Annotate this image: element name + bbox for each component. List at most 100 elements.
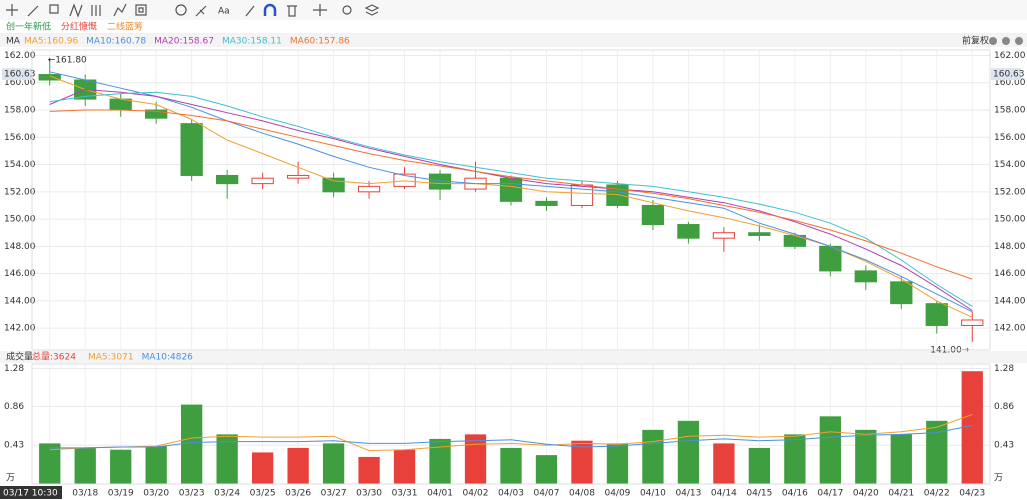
y-tick-label: 150.00 bbox=[994, 215, 1026, 225]
x-tick-label: 04/02 bbox=[463, 489, 489, 499]
x-tick-label: 04/23 bbox=[959, 489, 985, 499]
ma-line bbox=[49, 109, 973, 280]
pen-icon[interactable] bbox=[245, 5, 255, 17]
ma-label: MA bbox=[6, 37, 21, 47]
remove-button[interactable] bbox=[1002, 37, 1010, 45]
text-icon[interactable]: Aa bbox=[218, 7, 230, 17]
delete-icon[interactable] bbox=[287, 5, 297, 17]
channel-icon[interactable] bbox=[91, 5, 101, 16]
close-button[interactable] bbox=[1015, 37, 1023, 45]
legend-entry: MA5:160.96 bbox=[24, 37, 78, 47]
split-icon[interactable] bbox=[313, 4, 327, 16]
legend-entry: MA10:4826 bbox=[142, 353, 194, 363]
wave-icon[interactable] bbox=[113, 3, 127, 17]
unit-label: 万 bbox=[6, 474, 15, 484]
volume-bar bbox=[145, 446, 167, 484]
x-tick-label: 03/18 bbox=[72, 489, 98, 499]
x-tick-label: 03/26 bbox=[285, 489, 311, 499]
y-tick-label: 0.43 bbox=[4, 441, 24, 451]
volume-bar bbox=[713, 443, 735, 484]
line-icon[interactable] bbox=[27, 5, 39, 17]
settings-icon[interactable] bbox=[342, 5, 352, 15]
volume-bar bbox=[393, 449, 416, 484]
candle-body bbox=[854, 270, 877, 283]
volume-bar bbox=[322, 443, 345, 484]
candle-body bbox=[357, 185, 381, 193]
adjust-button[interactable]: 前复权 bbox=[962, 35, 989, 47]
candle-body bbox=[677, 224, 700, 239]
y-tick-label: 152.00 bbox=[994, 187, 1026, 197]
volume-bar bbox=[216, 434, 238, 484]
y-tick-label: 162.00 bbox=[4, 51, 36, 61]
magnet-icon[interactable] bbox=[263, 3, 277, 16]
y-tick-label: 156.00 bbox=[4, 133, 36, 143]
volume-bar bbox=[358, 456, 380, 484]
candle-body bbox=[286, 174, 310, 179]
unit-label: 万 bbox=[994, 474, 1003, 484]
ma-line bbox=[49, 88, 973, 311]
x-tick-label: 04/13 bbox=[675, 489, 701, 499]
legend-entry: MA20:158.67 bbox=[154, 37, 214, 47]
x-tick-label: 03/17 10:30 bbox=[3, 489, 58, 499]
y-tick-label: 146.00 bbox=[4, 269, 36, 279]
x-tick-label: 03/25 bbox=[250, 489, 276, 499]
candle-body bbox=[145, 109, 168, 119]
pattern-icon[interactable] bbox=[135, 4, 147, 16]
volume-bar bbox=[819, 416, 841, 484]
y-tick-label: 142.00 bbox=[994, 324, 1026, 334]
volume-bar bbox=[606, 443, 629, 484]
current-price-box bbox=[2, 68, 32, 81]
y-tick-label: 148.00 bbox=[994, 242, 1026, 252]
y-tick-label: 154.00 bbox=[994, 160, 1026, 170]
x-tick-label: 04/01 bbox=[427, 489, 453, 499]
y-tick-label: 152.00 bbox=[4, 187, 36, 197]
volume-bar bbox=[535, 455, 558, 484]
ma-line bbox=[49, 424, 973, 449]
candle-body bbox=[748, 232, 771, 236]
x-tick-label: 03/24 bbox=[214, 489, 240, 499]
plot-frame bbox=[31, 49, 991, 351]
y-tick-label: 160.00 bbox=[994, 78, 1026, 88]
volume-bar bbox=[748, 447, 771, 484]
x-tick-label: 04/16 bbox=[782, 489, 808, 499]
layers-icon[interactable] bbox=[364, 4, 380, 16]
volume-bar bbox=[784, 434, 806, 484]
measure-icon[interactable] bbox=[195, 5, 207, 17]
toolbar bbox=[0, 0, 1027, 20]
candle-body bbox=[499, 177, 523, 202]
x-tick-label: 04/21 bbox=[888, 489, 914, 499]
y-tick-label: 0.86 bbox=[994, 402, 1014, 412]
volume-bar bbox=[110, 449, 132, 484]
rect-icon[interactable] bbox=[49, 4, 59, 14]
y-tick-label: 162.00 bbox=[994, 51, 1026, 61]
x-tick-label: 03/19 bbox=[108, 489, 134, 499]
volume-bar bbox=[74, 447, 96, 484]
volume-bar bbox=[287, 447, 309, 484]
y-tick-label: 156.00 bbox=[994, 133, 1026, 143]
y-tick-label: 160.00 bbox=[4, 78, 36, 88]
volume-bar bbox=[961, 371, 983, 484]
legend-entry: MA5:3071 bbox=[88, 353, 134, 363]
legend-entry: MA60:157.86 bbox=[290, 37, 350, 47]
legend-entry: MA10:160.78 bbox=[86, 37, 146, 47]
volume-bar bbox=[181, 404, 203, 484]
fib-icon[interactable] bbox=[69, 3, 83, 18]
y-tick-label: 1.28 bbox=[994, 364, 1014, 374]
volume-bar bbox=[890, 434, 912, 484]
volume-title: 成交量 bbox=[6, 351, 33, 363]
x-tick-label: 04/14 bbox=[711, 489, 737, 499]
y-tick-label: 158.00 bbox=[4, 106, 36, 116]
y-tick-label: 150.00 bbox=[4, 215, 36, 225]
ma-line bbox=[49, 71, 973, 313]
tag: 二线蓝筹 bbox=[107, 21, 143, 33]
y-tick-label: 0.43 bbox=[994, 441, 1014, 451]
tag: 分红慷慨 bbox=[61, 21, 97, 33]
ma-line bbox=[49, 91, 973, 307]
circle-icon[interactable] bbox=[175, 4, 187, 16]
x-tick-label: 04/07 bbox=[534, 489, 560, 499]
add-button[interactable] bbox=[989, 37, 997, 45]
crosshair-icon[interactable] bbox=[6, 4, 18, 16]
x-tick-label: 03/23 bbox=[179, 489, 205, 499]
candle-body bbox=[712, 232, 736, 239]
